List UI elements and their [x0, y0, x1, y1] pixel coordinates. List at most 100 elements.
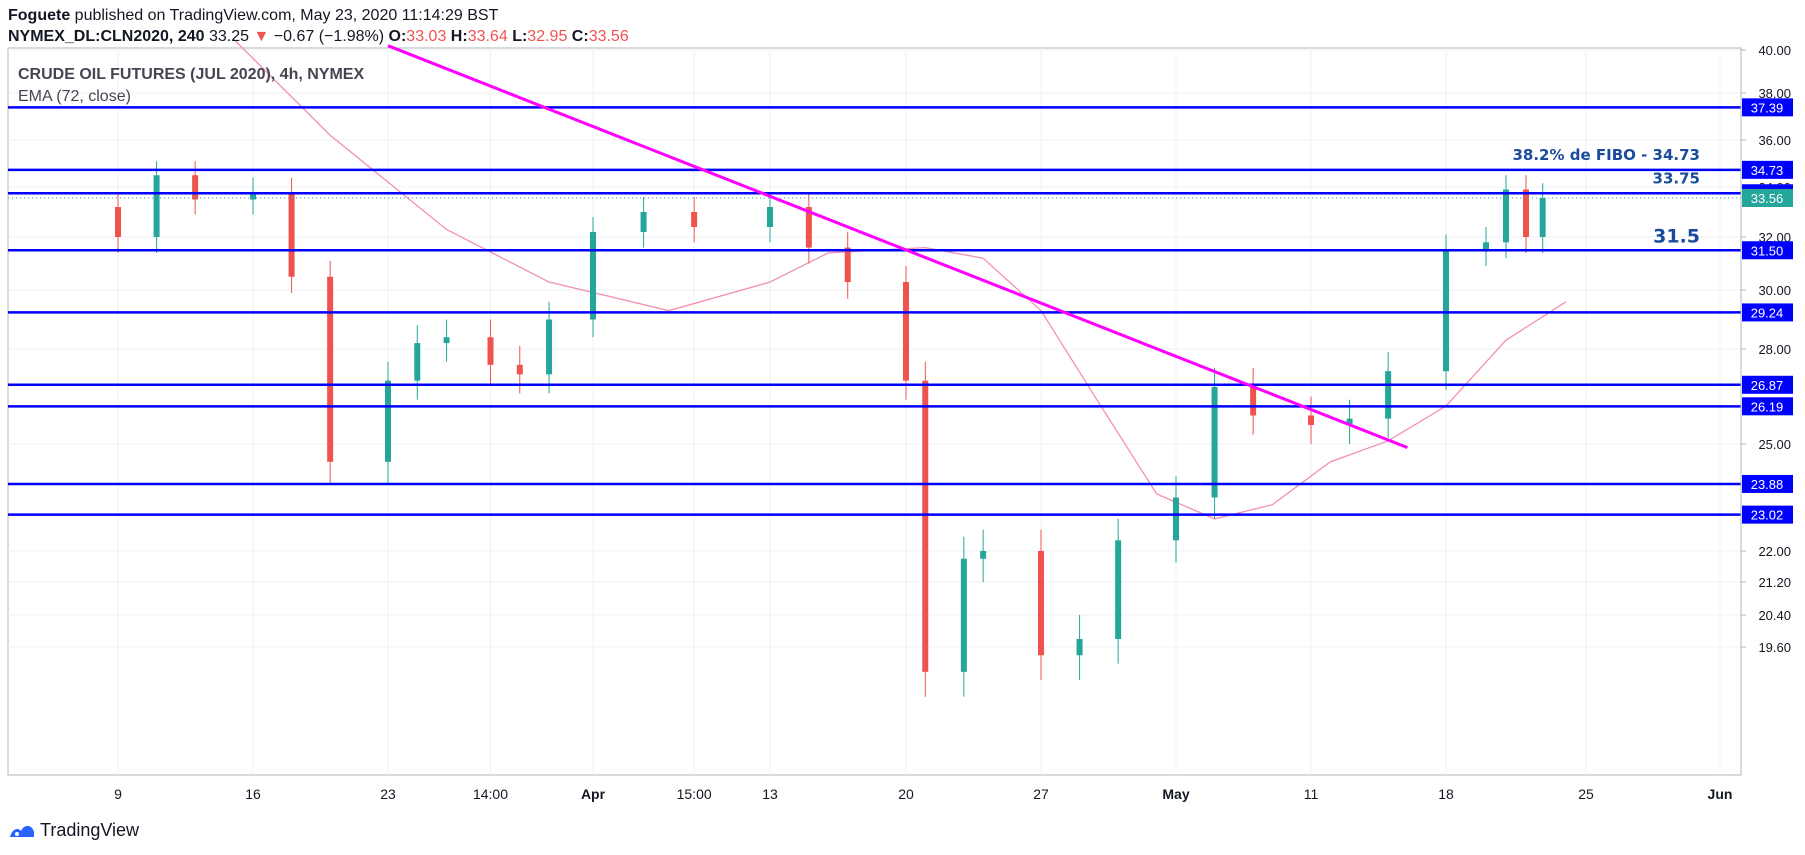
chart-legend: CRUDE OIL FUTURES (JUL 2020), 4h, NYMEX …	[18, 66, 364, 106]
symbol-label: NYMEX_DL:CLN2020, 240	[8, 28, 205, 45]
y-tick-label: 28.00	[1758, 342, 1791, 357]
candle-body	[1211, 387, 1218, 498]
open-value: 33.03	[406, 28, 447, 45]
x-tick-label: Jun	[1708, 786, 1733, 802]
tradingview-logo-icon	[10, 825, 34, 837]
indicator-label[interactable]: EMA (72, close)	[18, 88, 131, 105]
level-badge	[1742, 375, 1793, 394]
level-badge-label: 26.87	[1751, 378, 1784, 393]
candle-body	[1308, 415, 1314, 425]
trendline-segment[interactable]	[387, 44, 1408, 449]
y-tick-label: 30.00	[1758, 283, 1791, 298]
level-badge	[1742, 505, 1793, 524]
ohlc-line: NYMEX_DL:CLN2020, 240 33.25 ▼ −0.67 (−1.…	[8, 28, 629, 46]
author-name[interactable]: Foguete	[8, 7, 71, 24]
publish-line: Foguete published on TradingView.com, Ma…	[8, 7, 498, 25]
candle-body	[980, 551, 987, 559]
y-tick-label: 38.00	[1758, 86, 1791, 101]
candle-body	[192, 175, 199, 200]
x-tick-label: 13	[762, 786, 778, 802]
candle-body	[691, 212, 698, 227]
x-tick-label: 16	[245, 786, 261, 802]
brand-name: TradingView	[40, 820, 140, 840]
candle-body	[844, 247, 851, 283]
candle-body	[115, 207, 121, 237]
y-tick-label: 25.00	[1758, 437, 1791, 452]
candle-body	[960, 558, 967, 672]
plot-frame	[7, 47, 1742, 776]
annotations: 38.2% de FIBO - 34.73 33.75 31.5	[1512, 146, 1700, 247]
candle-body	[516, 364, 523, 375]
x-tick-label: 27	[1033, 786, 1049, 802]
level-badge	[1742, 160, 1793, 179]
footer-brand[interactable]: TradingView	[8, 820, 139, 841]
close-value: 33.56	[588, 28, 629, 45]
open-label: O:	[388, 28, 407, 45]
high-value: 33.64	[467, 28, 508, 45]
level-badge-label: 26.19	[1751, 399, 1784, 414]
x-tick-label: 20	[898, 786, 914, 802]
candle-body	[1539, 198, 1546, 237]
candle-body	[250, 192, 256, 200]
last-price: 33.25	[208, 28, 250, 45]
x-tick-label: May	[1162, 786, 1189, 802]
candle-body	[327, 276, 334, 462]
candle-body	[487, 337, 494, 365]
level-badge	[1742, 98, 1793, 117]
chart-title: CRUDE OIL FUTURES (JUL 2020), 4h, NYMEX	[18, 66, 365, 83]
x-tick-label: 14:00	[473, 786, 508, 802]
annotation-text: 38.2% de FIBO - 34.73	[1512, 146, 1700, 164]
candle-body	[1385, 371, 1392, 419]
level-badge-label: 29.24	[1751, 305, 1784, 320]
x-tick-label: 23	[380, 786, 396, 802]
down-arrow-icon: ▼	[253, 28, 270, 45]
annotation-text: 31.5	[1653, 225, 1700, 247]
price-badges: 37.3934.7333.7531.5029.2426.8726.1923.88…	[1742, 98, 1793, 524]
candle-body	[767, 207, 773, 227]
level-badge	[1742, 303, 1793, 322]
last-price-badge-label: 33.56	[1751, 191, 1784, 206]
candle-body	[1076, 639, 1083, 656]
y-tick-label: 22.00	[1758, 544, 1791, 559]
candle-body	[1173, 497, 1179, 541]
candle-body	[1346, 418, 1353, 425]
published-text: published on TradingView.com, May 23, 20…	[74, 7, 499, 24]
candle-body	[1115, 540, 1122, 639]
high-label: H:	[450, 28, 468, 45]
candle-body	[1038, 551, 1044, 656]
last-price-badge	[1742, 189, 1793, 207]
low-label: L:	[512, 28, 528, 45]
x-tick-label: 9	[114, 786, 122, 802]
candle-body	[903, 282, 909, 381]
candle-body	[288, 192, 295, 277]
level-badge-label: 23.88	[1751, 477, 1784, 492]
x-tick-label: 18	[1438, 786, 1454, 802]
candle-body	[385, 380, 391, 462]
trendline	[387, 44, 1408, 449]
y-tick-label: 19.60	[1758, 640, 1791, 655]
x-tick-label: 11	[1304, 786, 1319, 802]
y-tick-label: 36.00	[1758, 133, 1791, 148]
level-badge	[1742, 397, 1793, 416]
candle-body	[1523, 189, 1529, 237]
candle-body	[1250, 387, 1257, 416]
annotation-text: 33.75	[1653, 169, 1700, 187]
y-tick-label: 40.00	[1758, 43, 1791, 58]
level-badge	[1742, 474, 1793, 493]
horizontal-levels	[8, 106, 1741, 516]
candle-body	[590, 232, 596, 320]
y-tick-label: 20.40	[1758, 608, 1791, 623]
level-badge-label: 37.39	[1751, 100, 1784, 115]
candle-body	[805, 207, 812, 248]
x-axis[interactable]: 9 16 23 14:00 Apr 15:00 13 20 27 May 11 18 25 Jun	[114, 786, 1732, 802]
candle-body	[414, 343, 421, 381]
level-badge-label: 34.73	[1751, 163, 1784, 178]
level-badge-label: 23.02	[1751, 508, 1784, 523]
x-tick-label: Apr	[581, 786, 606, 802]
y-tick-label: 21.20	[1758, 575, 1791, 590]
candle-body	[546, 319, 553, 375]
candle-body	[640, 212, 647, 232]
x-tick-label: 15:00	[677, 786, 712, 802]
level-badge	[1742, 241, 1793, 260]
